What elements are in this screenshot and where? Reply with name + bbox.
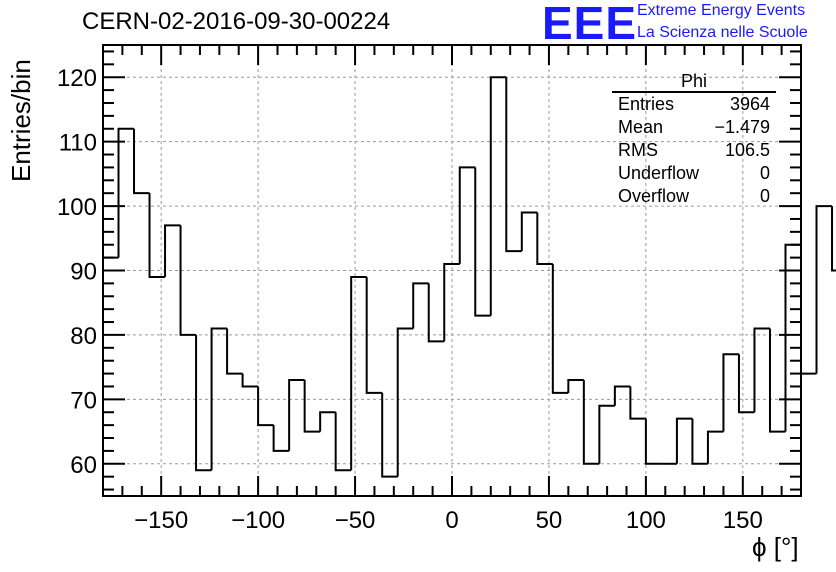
x-tick-label: 0	[445, 507, 458, 534]
stats-value: 106.5	[724, 140, 770, 160]
histogram-bin	[319, 411, 336, 432]
histogram-bin	[536, 212, 553, 266]
histogram-bin	[737, 354, 755, 414]
x-tick-label: 150	[723, 507, 763, 534]
histogram-bin	[427, 283, 445, 343]
histogram-bin	[831, 206, 836, 272]
chart-title: CERN-02-2016-09-30-00224	[82, 8, 391, 35]
x-tick-label: 50	[536, 507, 563, 534]
stats-label: Underflow	[618, 163, 700, 183]
stats-row: Entries 3964	[612, 93, 776, 116]
y-axis-label: Entries/bin	[6, 59, 36, 182]
histogram-bin	[148, 193, 166, 278]
histogram-bin	[768, 328, 786, 433]
histogram-bin	[489, 76, 507, 316]
axis-ticks	[102, 45, 802, 496]
histogram-bin	[582, 380, 600, 465]
histogram-bin	[505, 77, 522, 253]
histogram-bin	[241, 373, 259, 388]
histogram-bin	[133, 128, 150, 195]
stats-label: Entries	[618, 94, 675, 114]
histogram-bin	[800, 244, 817, 375]
stats-value: 0	[759, 186, 770, 206]
histogram-bin	[195, 334, 212, 472]
histogram-bin	[598, 404, 615, 464]
histogram-bin	[722, 353, 739, 432]
stats-row: RMS 106.5	[612, 139, 776, 162]
histogram-bin	[365, 276, 383, 394]
stats-label: Overflow	[618, 186, 690, 206]
logo-line-2: La Scienza nelle Scuole	[637, 24, 808, 41]
histogram-bin	[691, 418, 708, 465]
y-tick-label: 70	[70, 387, 97, 414]
histogram-bin	[272, 425, 290, 452]
histogram-bin	[567, 379, 584, 393]
histogram-bins	[103, 76, 836, 478]
histogram-bin	[815, 205, 833, 374]
histogram-bin	[443, 263, 460, 342]
x-tick-label: −50	[335, 507, 376, 534]
histogram-bin	[334, 412, 352, 472]
histogram-bin	[784, 243, 801, 432]
x-tick-label: 100	[626, 507, 666, 534]
histogram-bin	[303, 380, 321, 433]
histogram-bin	[350, 275, 367, 471]
stats-value: 0	[759, 163, 770, 183]
y-tick-label: 90	[70, 259, 97, 286]
histogram-bin	[474, 167, 491, 317]
grid-lines	[103, 45, 801, 496]
x-axis-label: ϕ [°]	[752, 532, 799, 562]
stats-label: Mean	[618, 117, 664, 137]
x-tick-label: −150	[134, 507, 188, 534]
stats-title: Phi	[612, 72, 776, 93]
histogram-bin	[753, 327, 770, 413]
y-tick-label: 100	[57, 194, 97, 221]
logo-line-1: Extreme Energy Events	[637, 2, 806, 19]
histogram-bin	[458, 166, 476, 265]
stats-box: Phi Entries 3964 Mean −1.479 RMS 106.5 U…	[612, 72, 776, 208]
histogram-bin	[117, 127, 135, 258]
histogram-bin	[412, 282, 429, 329]
histogram-bin	[520, 211, 538, 252]
y-tick-label: 110	[59, 130, 97, 157]
stats-value: −1.479	[714, 117, 770, 137]
histogram-bin	[288, 379, 305, 451]
histogram-bin	[164, 224, 181, 277]
histogram-bin	[613, 385, 631, 406]
histogram-bin	[179, 225, 197, 336]
stats-value: 3964	[729, 94, 770, 114]
histogram-bin	[675, 417, 693, 464]
x-tick-label: −100	[231, 507, 285, 534]
histogram-bin	[396, 327, 414, 477]
histogram-bin	[551, 264, 569, 394]
y-tick-label: 80	[70, 323, 97, 350]
stats-label: RMS	[618, 140, 658, 160]
histogram-bin	[257, 386, 274, 427]
histogram-bin	[629, 386, 646, 420]
histogram-bin	[706, 430, 724, 464]
y-tick-label: 60	[70, 452, 97, 479]
stats-row: Underflow 0	[612, 162, 776, 185]
histogram-bin	[210, 327, 228, 471]
histogram-bin	[226, 328, 243, 375]
histogram-bin	[644, 418, 662, 465]
tick-labels: −150 −100 −50 0 50 100 150 60 70 80 90 100 110 120	[57, 65, 763, 534]
stats-row: Mean −1.479	[612, 116, 776, 139]
y-tick-label: 120	[57, 65, 97, 92]
histogram-bin	[381, 392, 398, 478]
eee-logo: EEE	[542, 0, 638, 49]
stats-row: Overflow 0	[612, 185, 776, 208]
